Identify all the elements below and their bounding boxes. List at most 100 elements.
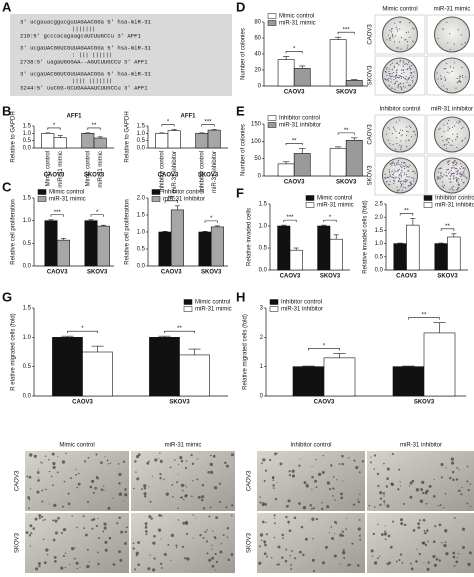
cell <box>218 482 222 485</box>
bar-label: Mimic control <box>85 151 91 186</box>
colony <box>398 178 400 180</box>
cell <box>387 564 390 566</box>
plate-image <box>382 157 418 194</box>
cell <box>392 520 395 523</box>
colony <box>388 68 390 70</box>
cell <box>341 454 344 458</box>
colony <box>399 61 401 63</box>
colony <box>396 28 398 30</box>
colony <box>400 148 402 151</box>
y-axis-label: Relative to GAPDH <box>11 111 17 162</box>
y-tick-label: 1.0 <box>375 241 384 247</box>
plate-image <box>434 157 470 194</box>
colony <box>453 161 455 163</box>
cell <box>322 454 325 457</box>
cell <box>226 536 229 538</box>
cell <box>440 462 444 467</box>
colony <box>398 64 400 66</box>
cell <box>177 519 180 521</box>
colony <box>460 173 462 175</box>
colony <box>395 74 398 76</box>
cell <box>159 473 162 476</box>
cell <box>264 503 268 506</box>
colony <box>450 174 453 176</box>
bar <box>317 225 331 271</box>
y-axis-label: Relative invaded cells (fold) <box>363 200 369 273</box>
colony <box>455 138 457 141</box>
cell <box>390 482 395 487</box>
cell <box>286 504 289 508</box>
y-tick-label: 1.5 <box>375 228 384 234</box>
cell <box>108 536 112 540</box>
cell <box>177 474 179 476</box>
cell <box>29 453 33 457</box>
cell <box>311 558 315 562</box>
colony <box>389 174 391 176</box>
cell <box>449 476 452 480</box>
colony <box>405 164 407 166</box>
colony <box>452 176 455 178</box>
cell <box>212 530 214 532</box>
colony <box>449 178 452 180</box>
cell <box>132 547 135 550</box>
image-column-label: Mimic control <box>382 7 417 13</box>
colony <box>410 136 413 138</box>
colony <box>392 179 395 181</box>
cell <box>261 520 265 524</box>
colony <box>413 170 415 172</box>
significance: * <box>96 210 99 216</box>
colony <box>385 181 388 183</box>
colony <box>388 78 390 80</box>
cell <box>103 485 105 487</box>
cell <box>95 453 98 456</box>
colony <box>408 176 410 178</box>
significance-bracket <box>50 214 64 217</box>
bar <box>96 225 110 267</box>
significance-bracket <box>283 219 297 223</box>
cell <box>104 455 106 457</box>
y-tick-label: 0.0 <box>375 268 384 274</box>
colony <box>401 129 404 132</box>
cell <box>210 470 214 474</box>
colony <box>440 172 442 175</box>
cell <box>63 480 66 483</box>
legend-swatch <box>305 195 315 201</box>
cell <box>408 485 411 487</box>
colony <box>401 169 403 171</box>
cell <box>282 537 284 540</box>
image-column-label: miR-31 inhibitor <box>431 107 473 113</box>
colony <box>443 184 446 186</box>
legend-label: miR-31 mimic <box>279 21 316 27</box>
alignment-line: 2738:5' uagaUGGGAA--AGUCUUGCCU 3' AFF1 <box>20 58 148 65</box>
cell <box>225 506 228 509</box>
image-column-label: miR-31 inhibitor <box>400 443 442 449</box>
cell <box>434 525 437 528</box>
cell <box>410 567 414 571</box>
colony <box>396 47 398 49</box>
cell <box>184 484 186 487</box>
cell <box>427 540 429 543</box>
significance: *** <box>204 120 212 126</box>
legend-swatch <box>37 189 47 195</box>
cell <box>183 498 185 501</box>
cell <box>124 493 128 497</box>
colony <box>447 138 449 140</box>
y-tick-label: 40 <box>254 52 261 58</box>
colony <box>400 180 402 182</box>
colony <box>447 141 450 144</box>
colony <box>398 164 400 166</box>
colony <box>393 83 396 85</box>
plate-image <box>434 57 470 94</box>
cell <box>284 559 288 563</box>
micrograph <box>367 513 474 573</box>
colony <box>400 21 402 23</box>
colony <box>440 77 442 79</box>
y-tick-label: 0.5 <box>375 254 384 260</box>
cell <box>64 552 67 554</box>
cell <box>444 541 447 544</box>
cell <box>412 529 416 532</box>
cell <box>153 557 156 560</box>
colony <box>409 184 412 186</box>
bar <box>293 153 311 177</box>
cell <box>75 561 79 565</box>
